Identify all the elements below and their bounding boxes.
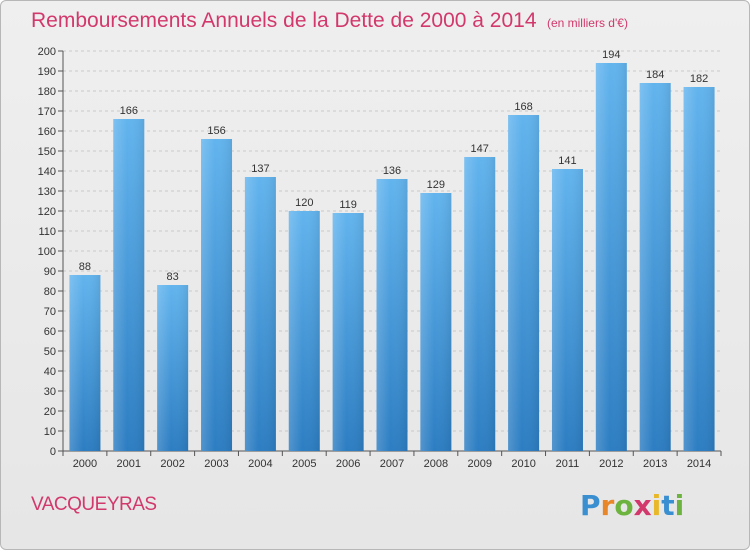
bar-shine <box>157 285 189 451</box>
y-tick-label: 70 <box>44 306 56 318</box>
x-tick-label: 2013 <box>643 458 667 470</box>
x-tick-label: 2007 <box>380 458 404 470</box>
y-tick-label: 60 <box>44 326 56 338</box>
bar-shine <box>420 193 452 451</box>
bar-value-label: 83 <box>167 271 179 283</box>
bar-value-label: 182 <box>690 73 708 85</box>
logo-letter: i <box>651 489 662 522</box>
x-tick-label: 2009 <box>467 458 491 470</box>
bar-shine <box>113 119 145 451</box>
bar-shine <box>508 115 540 451</box>
bar-value-label: 137 <box>251 163 269 175</box>
chart-title-unit: (en milliers d'€) <box>546 16 628 30</box>
logo-letter: t <box>661 489 675 522</box>
bar-shine <box>683 87 715 451</box>
y-tick-label: 20 <box>44 406 56 418</box>
y-tick-label: 190 <box>38 66 56 78</box>
bar-value-label: 147 <box>471 143 489 155</box>
logo-letter: P <box>580 489 601 522</box>
y-tick-label: 50 <box>44 346 56 358</box>
x-tick-label: 2011 <box>556 458 580 470</box>
bar-shine <box>595 63 627 451</box>
chart-title: Remboursements Annuels de la Dette de 20… <box>31 9 628 33</box>
y-tick-label: 10 <box>44 426 56 438</box>
bar-value-label: 194 <box>602 49 620 61</box>
bar-shine <box>551 169 583 451</box>
y-tick-label: 200 <box>38 46 56 58</box>
y-tick-label: 150 <box>38 146 56 158</box>
x-tick-label: 2008 <box>424 458 448 470</box>
bar-value-label: 141 <box>558 155 576 167</box>
bar-value-label: 129 <box>427 179 445 191</box>
x-tick-label: 2006 <box>336 458 360 470</box>
x-tick-label: 2005 <box>292 458 316 470</box>
y-tick-label: 90 <box>44 266 56 278</box>
x-tick-label: 2012 <box>599 458 623 470</box>
x-tick-label: 2001 <box>117 458 141 470</box>
bar-shine <box>244 177 276 451</box>
bar-shine <box>639 83 671 451</box>
chart-title-main: Remboursements Annuels de la Dette de 20… <box>31 9 537 32</box>
y-tick-label: 180 <box>38 86 56 98</box>
y-tick-label: 130 <box>38 186 56 198</box>
bar-shine <box>69 275 101 451</box>
bar-value-label: 119 <box>339 199 357 211</box>
logo-letter: r <box>600 489 615 522</box>
bar-shine <box>201 139 233 451</box>
logo-letter: o <box>614 489 634 522</box>
y-tick-label: 0 <box>50 446 56 458</box>
bar-shine <box>376 179 408 451</box>
bars: 88 166 83 156 137 120 119 136 129 147 168 141 194 184… <box>69 49 715 451</box>
x-tick-label: 2003 <box>204 458 228 470</box>
x-tick-label: 2014 <box>687 458 711 470</box>
y-tick-label: 100 <box>38 246 56 258</box>
y-tick-label: 140 <box>38 166 56 178</box>
bar-value-label: 156 <box>207 125 225 137</box>
bar-value-label: 168 <box>514 101 532 113</box>
x-tick-label: 2000 <box>73 458 97 470</box>
logo-letter: x <box>633 489 652 522</box>
bar-shine <box>332 213 364 451</box>
x-tick-label: 2002 <box>160 458 184 470</box>
logo-letter: i <box>674 489 685 522</box>
y-tick-label: 120 <box>38 206 56 218</box>
x-tick-label: 2010 <box>511 458 535 470</box>
y-tick-label: 160 <box>38 126 56 138</box>
commune-name: VACQUEYRAS <box>31 494 157 515</box>
y-tick-label: 40 <box>44 366 56 378</box>
bar-value-label: 184 <box>646 69 664 81</box>
y-tick-label: 170 <box>38 106 56 118</box>
bar-value-label: 136 <box>383 165 401 177</box>
bar-value-label: 88 <box>79 261 91 273</box>
bar-value-label: 166 <box>120 105 138 117</box>
bar-shine <box>288 211 320 451</box>
y-tick-label: 110 <box>38 226 56 238</box>
proxiti-logo: Proxiti <box>580 489 684 522</box>
bar-value-label: 120 <box>295 197 313 209</box>
y-tick-label: 80 <box>44 286 56 298</box>
bar-shine <box>464 157 496 451</box>
y-tick-label: 30 <box>44 386 56 398</box>
x-axis: 2000 2001 2002 2003 2004 2005 2006 2007 2008 2009… <box>62 451 722 470</box>
x-tick-label: 2004 <box>248 458 272 470</box>
